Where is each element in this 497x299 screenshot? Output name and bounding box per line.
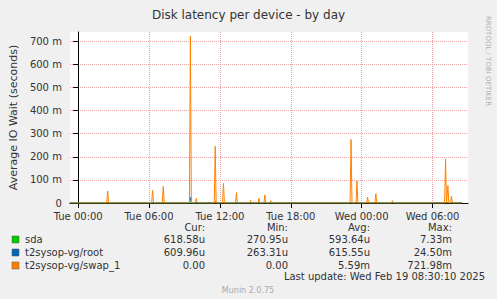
svg-text:500 m: 500 m bbox=[30, 82, 62, 93]
svg-text:Wed 00:00: Wed 00:00 bbox=[335, 211, 389, 222]
svg-text:200 m: 200 m bbox=[30, 151, 62, 162]
svg-text:Munin 2.0.75: Munin 2.0.75 bbox=[222, 286, 274, 295]
svg-text:721.98m: 721.98m bbox=[407, 260, 452, 271]
svg-text:Wed 06:00: Wed 06:00 bbox=[406, 211, 460, 222]
svg-text:Tue 06:00: Tue 06:00 bbox=[124, 211, 174, 222]
svg-text:0.00: 0.00 bbox=[266, 260, 288, 271]
svg-text:593.64u: 593.64u bbox=[329, 234, 370, 245]
svg-text:sda: sda bbox=[25, 234, 43, 245]
svg-text:600 m: 600 m bbox=[30, 59, 62, 70]
svg-text:100 m: 100 m bbox=[30, 174, 62, 185]
svg-text:609.96u: 609.96u bbox=[164, 247, 205, 258]
svg-text:615.55u: 615.55u bbox=[329, 247, 370, 258]
svg-text:Cur:: Cur: bbox=[184, 222, 205, 233]
svg-text:24.50m: 24.50m bbox=[414, 247, 452, 258]
svg-text:270.95u: 270.95u bbox=[247, 234, 288, 245]
svg-text:t2sysop-vg/swap_1: t2sysop-vg/swap_1 bbox=[25, 260, 120, 272]
svg-text:0.00: 0.00 bbox=[183, 260, 205, 271]
svg-text:7.33m: 7.33m bbox=[420, 234, 452, 245]
svg-text:RRDTOOL / TOBI OETIKER: RRDTOOL / TOBI OETIKER bbox=[484, 16, 492, 106]
svg-text:Max:: Max: bbox=[428, 222, 452, 233]
svg-text:618.58u: 618.58u bbox=[164, 234, 205, 245]
svg-text:263.31u: 263.31u bbox=[247, 247, 288, 258]
svg-text:t2sysop-vg/root: t2sysop-vg/root bbox=[25, 247, 103, 258]
svg-text:Tue 12:00: Tue 12:00 bbox=[194, 211, 244, 222]
svg-text:700 m: 700 m bbox=[30, 36, 62, 47]
svg-text:Last update: Wed Feb 19 08:30:: Last update: Wed Feb 19 08:30:10 2025 bbox=[284, 271, 485, 282]
svg-text:Avg:: Avg: bbox=[348, 222, 370, 233]
svg-text:300 m: 300 m bbox=[30, 128, 62, 139]
svg-text:5.59m: 5.59m bbox=[338, 260, 370, 271]
svg-text:0: 0 bbox=[56, 198, 62, 209]
svg-text:Tue 18:00: Tue 18:00 bbox=[265, 211, 315, 222]
svg-text:Average IO Wait (seconds): Average IO Wait (seconds) bbox=[7, 45, 20, 190]
svg-text:Disk latency per device - by d: Disk latency per device - by day bbox=[152, 8, 345, 22]
svg-text:Min:: Min: bbox=[267, 222, 288, 233]
svg-text:Tue 00:00: Tue 00:00 bbox=[53, 211, 103, 222]
svg-text:400 m: 400 m bbox=[30, 105, 62, 116]
